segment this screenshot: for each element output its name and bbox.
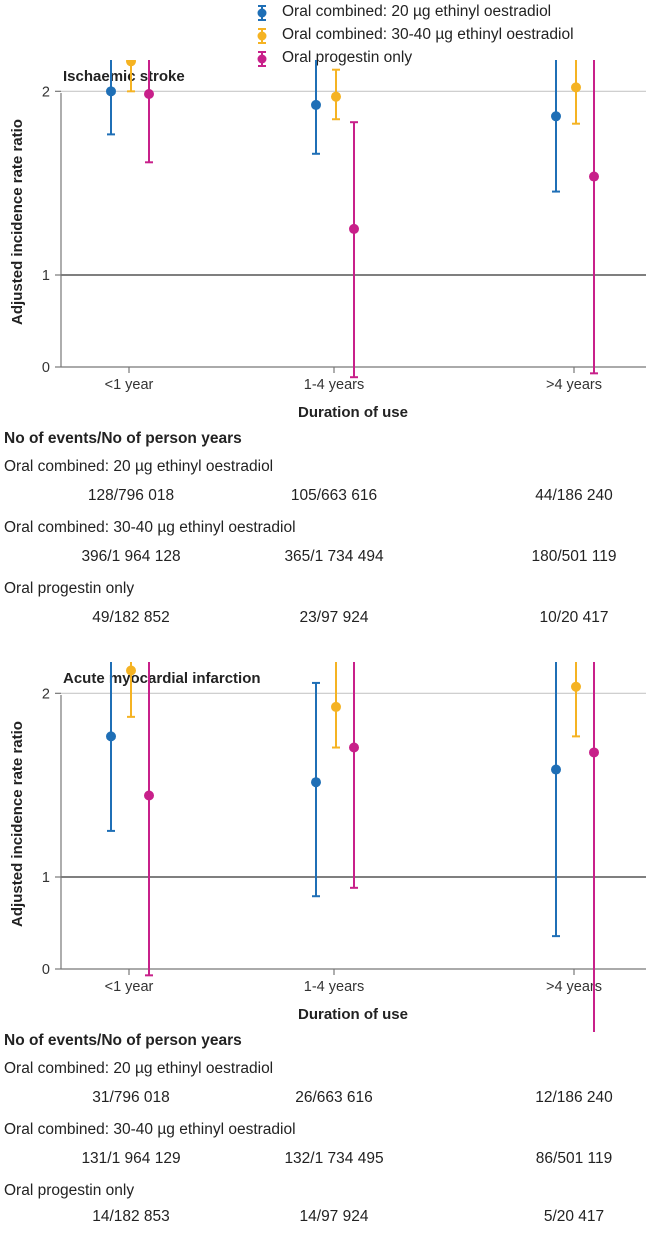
myocardial-infarction-events-table: No of events/No of person years Oral com…: [0, 1026, 646, 1233]
data-point: [331, 91, 341, 102]
data-point: [589, 171, 599, 182]
ischaemic-stroke-events-table: No of events/No of person years Oral com…: [0, 424, 646, 634]
data-point: [126, 665, 136, 676]
table-cell: 105/663 616: [290, 487, 378, 504]
table-cell: 10/20 417: [539, 609, 609, 626]
x-tick-label: >4 years: [546, 979, 602, 995]
table-row-label: Oral combined: 20 µg ethinyl oestradiol: [4, 1060, 274, 1077]
legend-label: Oral progestin only: [282, 49, 413, 66]
table-cell: 14/97 924: [299, 1208, 369, 1225]
table-cell: 128/796 018: [87, 487, 175, 504]
y-tick-label: 1: [42, 870, 50, 886]
acute-myocardial-infarction-chart: Acute myocardial infarction012345Adjuste…: [9, 662, 646, 1032]
legend-marker-icon: [257, 28, 267, 44]
y-tick-label: 2: [42, 686, 50, 702]
x-tick-label: <1 year: [105, 979, 154, 995]
y-tick-label: 1: [42, 268, 50, 284]
table-cell: 180/501 119: [531, 548, 617, 565]
y-axis-title: Adjusted incidence rate ratio: [9, 119, 26, 325]
x-axis-title: Duration of use: [298, 1006, 408, 1023]
table-title: No of events/No of person years: [4, 430, 242, 447]
table-cell: 131/1 964 129: [81, 1150, 181, 1167]
legend-marker-icon: [257, 5, 267, 21]
data-point: [144, 88, 154, 99]
chart-title: Acute myocardial infarction: [63, 670, 261, 687]
data-point: [349, 742, 359, 753]
data-point: [331, 701, 341, 712]
x-tick-label: 1-4 years: [304, 979, 364, 995]
table-cell: 5/20 417: [543, 1208, 605, 1225]
table-row-label: Oral combined: 30-40 µg ethinyl oestradi…: [4, 1121, 296, 1138]
y-tick-label: 0: [42, 962, 50, 978]
data-point: [311, 99, 321, 110]
table-cell: 396/1 964 128: [81, 548, 181, 565]
data-point: [106, 731, 116, 742]
x-axis-title: Duration of use: [298, 404, 408, 421]
x-tick-label: >4 years: [546, 377, 602, 393]
table-row-label: Oral combined: 30-40 µg ethinyl oestradi…: [4, 519, 296, 536]
table-cell: 86/501 119: [535, 1150, 613, 1167]
data-point: [571, 681, 581, 692]
table-cell: 12/186 240: [535, 1089, 613, 1106]
legend-label: Oral combined: 20 µg ethinyl oestradiol: [282, 3, 552, 20]
data-point: [144, 790, 154, 801]
data-point: [589, 747, 599, 758]
table-row-label: Oral combined: 20 µg ethinyl oestradiol: [4, 458, 274, 475]
data-point: [311, 777, 321, 788]
data-point: [551, 764, 561, 775]
x-tick-label: <1 year: [105, 377, 154, 393]
table-cell: 132/1 734 495: [284, 1150, 384, 1167]
table-cell: 23/97 924: [299, 609, 369, 626]
table-title: No of events/No of person years: [4, 1032, 242, 1049]
table-cell: 31/796 018: [92, 1089, 170, 1106]
legend-marker-icon: [257, 51, 267, 67]
table-cell: 26/663 616: [295, 1089, 373, 1106]
data-point: [106, 86, 116, 97]
y-tick-label: 2: [42, 84, 50, 100]
table-cell: 49/182 852: [92, 609, 170, 626]
table-cell: 14/182 853: [92, 1208, 170, 1225]
data-point: [571, 82, 581, 93]
y-tick-label: 0: [42, 360, 50, 376]
data-point: [349, 223, 359, 234]
table-row-label: Oral progestin only: [4, 1182, 135, 1199]
table-row-label: Oral progestin only: [4, 580, 135, 597]
data-point: [551, 111, 561, 122]
legend-label: Oral combined: 30-40 µg ethinyl oestradi…: [282, 26, 574, 43]
table-cell: 44/186 240: [535, 487, 613, 504]
x-tick-label: 1-4 years: [304, 377, 364, 393]
data-point: [126, 60, 136, 67]
ischaemic-stroke-chart: Ischaemic stroke012345Adjusted incidence…: [9, 60, 646, 421]
chart-title: Ischaemic stroke: [63, 68, 185, 85]
y-axis-title: Adjusted incidence rate ratio: [9, 721, 26, 927]
table-cell: 365/1 734 494: [284, 548, 384, 565]
